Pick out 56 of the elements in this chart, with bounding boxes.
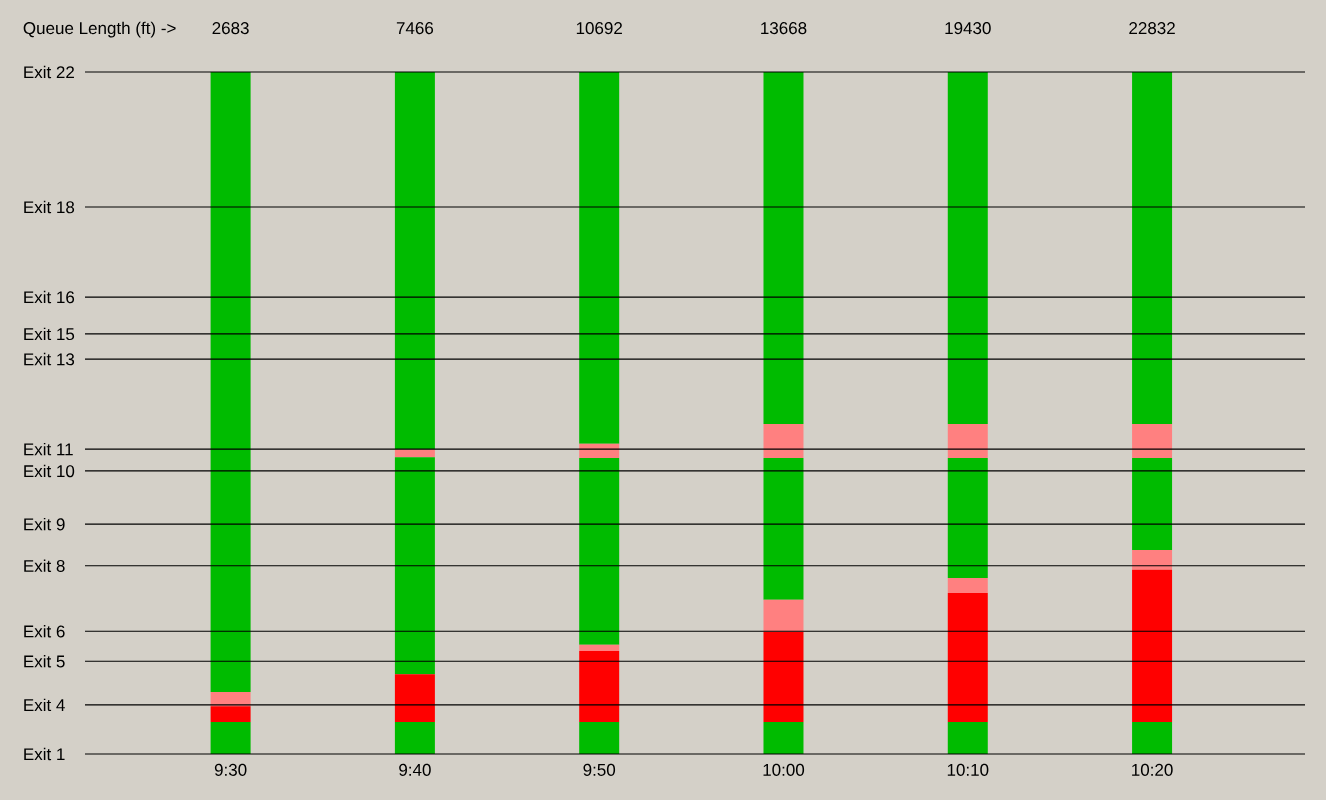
bar <box>394 721 435 754</box>
ref-line-label: Exit 10 <box>24 464 75 478</box>
annotation: 19430 <box>945 22 991 35</box>
bar <box>1132 721 1173 754</box>
x-tick-label: 9:40 <box>399 763 431 776</box>
ref-line-label: Exit 15 <box>24 327 75 341</box>
bar <box>579 644 620 651</box>
bar <box>763 721 804 754</box>
ref-line-label: Exit 22 <box>24 65 74 79</box>
bar <box>579 458 620 645</box>
bar <box>947 578 988 594</box>
bar <box>947 71 988 424</box>
ref-line-label: Exit 6 <box>24 624 65 638</box>
bar <box>947 593 988 722</box>
ref-line-label: Exit 1 <box>24 747 65 761</box>
x-tick-label: 9:30 <box>214 763 247 776</box>
bar <box>210 706 251 722</box>
ref-line-label: Exit 18 <box>24 200 75 214</box>
bar <box>763 631 804 722</box>
annotation: 22832 <box>1129 22 1175 35</box>
ref-line-label: Exit 11 <box>24 442 73 456</box>
ref-line-label: Exit 8 <box>24 559 65 572</box>
ref-line-label: Exit 4 <box>24 698 65 712</box>
bar <box>1132 550 1173 570</box>
ref-line-label: Exit 9 <box>24 517 65 531</box>
x-tick-label: 9:50 <box>583 763 616 776</box>
ref-line-label: Exit 16 <box>24 290 75 304</box>
x-tick-label: 10:20 <box>1132 763 1173 776</box>
bar <box>1132 569 1173 722</box>
x-tick-label: 10:10 <box>947 763 989 776</box>
annotation: 7466 <box>396 22 434 35</box>
bar <box>579 71 620 444</box>
bar <box>394 457 435 675</box>
bar <box>394 674 435 722</box>
bar <box>763 423 804 458</box>
bar <box>210 721 251 754</box>
bar <box>579 651 620 722</box>
text: Queue Length (ft) -> <box>23 21 176 38</box>
annotation: 2683 <box>212 22 249 35</box>
bar <box>579 721 620 754</box>
bar <box>763 599 804 632</box>
bar <box>947 458 988 579</box>
x-tick-label: 10:00 <box>763 763 805 776</box>
ref-line-label: Exit 5 <box>24 655 65 668</box>
bar <box>1132 71 1173 424</box>
bar <box>210 71 251 692</box>
bar <box>394 71 435 450</box>
bar <box>947 423 988 458</box>
annotation: 13668 <box>761 22 807 35</box>
bar <box>763 71 804 424</box>
bar <box>763 458 804 600</box>
bar <box>1132 423 1173 458</box>
bar <box>1132 458 1173 551</box>
bar <box>947 721 988 754</box>
ref-line-label: Exit 13 <box>24 352 75 366</box>
annotation: 10692 <box>576 22 622 35</box>
